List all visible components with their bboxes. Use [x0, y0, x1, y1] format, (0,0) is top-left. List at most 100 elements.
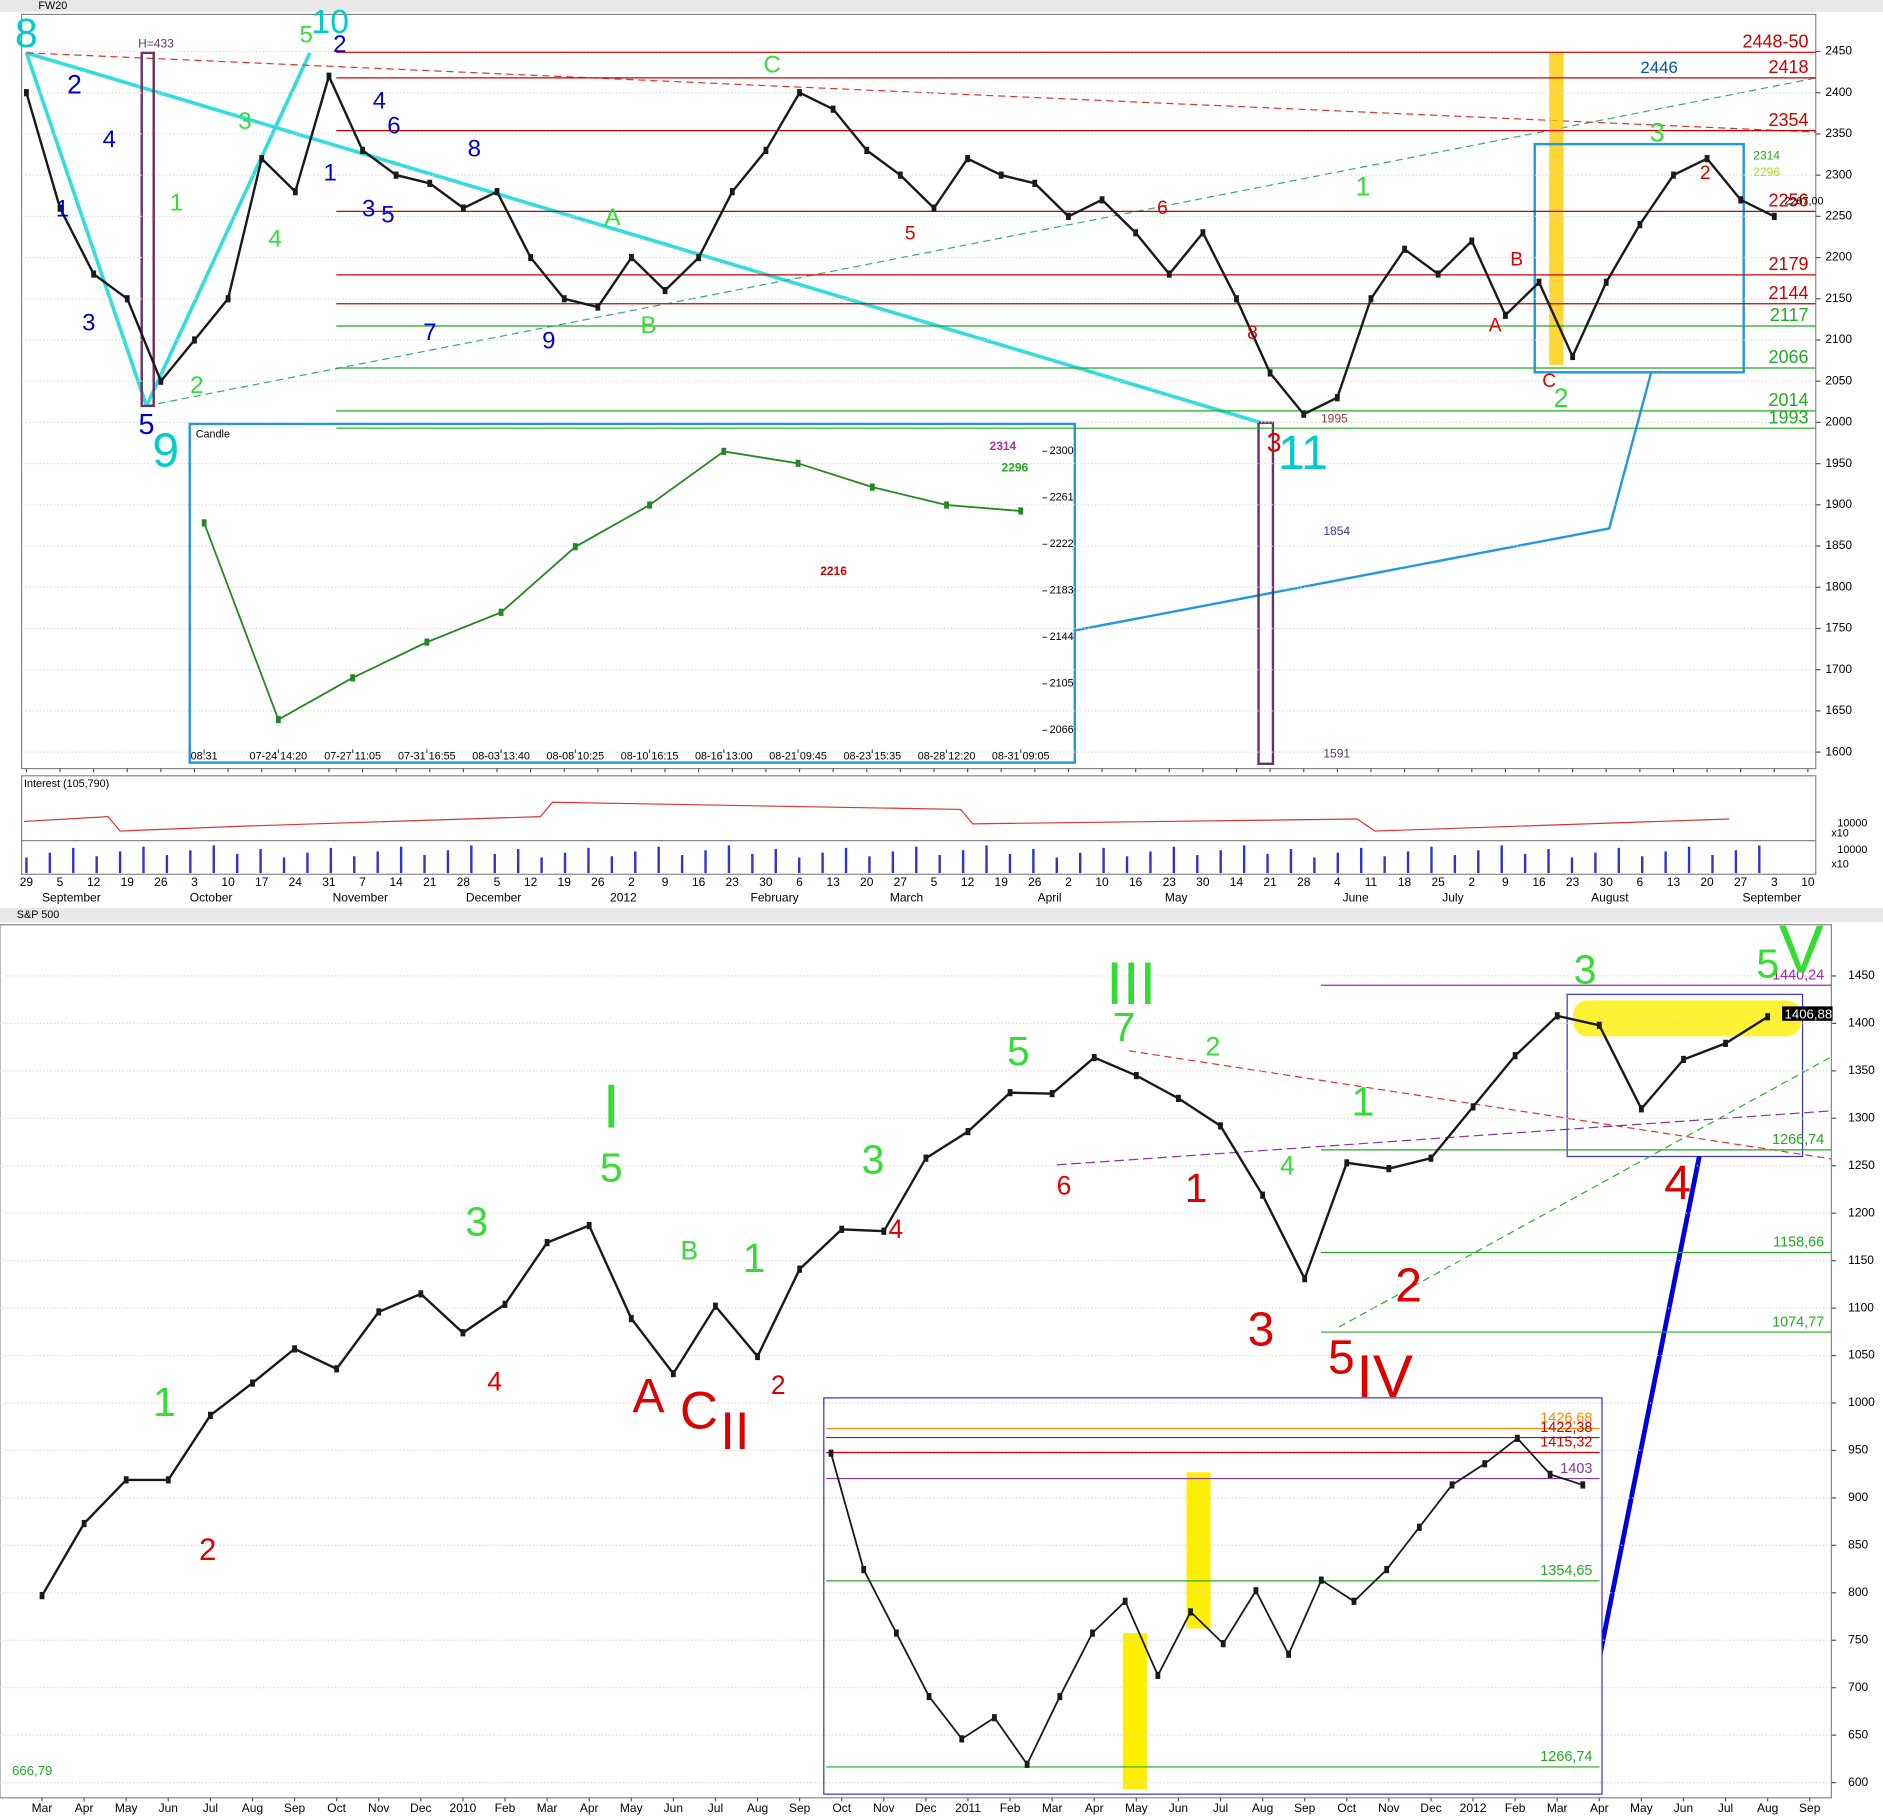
wave-label: 4: [268, 226, 281, 253]
x-tick-label: 5: [57, 875, 64, 889]
y-tick-label: 2000: [1825, 415, 1852, 429]
x-tick-label: 08-08 10:25: [547, 750, 605, 762]
wave-label: 1: [743, 1235, 766, 1281]
price-candle: [1470, 1103, 1476, 1111]
level-label: 2354: [1768, 110, 1808, 130]
annotation: 2296: [1002, 461, 1029, 475]
wave-label: 9: [152, 425, 179, 478]
x-tick-label: May: [1630, 1801, 1653, 1815]
indicator-label: 10000: [1837, 844, 1867, 856]
x-tick-label: Oct: [832, 1801, 851, 1815]
price-candle: [628, 1314, 634, 1323]
price-candle: [721, 447, 727, 455]
price-candle: [1351, 1597, 1357, 1605]
price-candle: [1218, 1122, 1223, 1130]
x-tick-label: 08-16 13:00: [695, 750, 753, 762]
price-candle: [1260, 1191, 1265, 1199]
price-candle: [830, 105, 836, 113]
x-tick-label: Aug: [242, 1801, 263, 1815]
wave-label: 4: [889, 1214, 904, 1244]
wave-label: A: [604, 204, 620, 231]
price-candle: [225, 295, 231, 303]
highlight: [1186, 1472, 1211, 1629]
x-tick-label: 18: [1398, 875, 1412, 889]
price-candle: [1302, 1275, 1308, 1283]
annotation: 1995: [1321, 411, 1348, 425]
y-tick-label: 2250: [1825, 209, 1852, 223]
y-tick-label: 1850: [1825, 538, 1852, 552]
price-candle: [1515, 1434, 1520, 1442]
wave-label: 6: [1057, 1171, 1072, 1201]
price-candle: [393, 171, 399, 179]
wave-label: IV: [1356, 1343, 1413, 1410]
y-tick-label: 2222: [1050, 538, 1074, 550]
x-tick-label: 13: [826, 875, 840, 889]
x-tick-label: Mar: [1547, 1801, 1568, 1815]
price-candle: [1344, 1159, 1350, 1167]
annotation: 2296: [1753, 165, 1780, 179]
y-tick-label: 2450: [1825, 44, 1852, 58]
price-candle: [1032, 179, 1038, 187]
price-candle: [1368, 295, 1374, 303]
price-candle: [334, 1365, 340, 1373]
price-candle: [326, 72, 332, 80]
y-tick-label: 1600: [1825, 744, 1852, 758]
x-tick-label: 07-24 14:20: [250, 750, 308, 762]
x-tick-label: 2012: [1460, 1801, 1487, 1815]
x-tick-label: 12: [524, 875, 538, 889]
level-label: 1426,68: [1540, 1411, 1592, 1427]
indicator-label: 10000: [1837, 818, 1867, 830]
x-tick-label: May: [620, 1801, 643, 1815]
month-label: June: [1343, 890, 1369, 904]
wave-label: 3: [1248, 1304, 1275, 1357]
x-tick-label: 10: [1801, 875, 1815, 889]
wave-label: 1: [153, 1379, 176, 1425]
price-candle: [1723, 1039, 1728, 1047]
wave-label: V: [1779, 913, 1824, 988]
wave-label: 2: [333, 31, 346, 58]
indicator-frame: [21, 775, 1817, 875]
wave-label: 3: [238, 108, 251, 135]
price-candle: [1435, 270, 1441, 278]
level-label: 1422,38: [1540, 1420, 1592, 1436]
price-candle: [1091, 1053, 1097, 1062]
price-candle: [1704, 155, 1710, 163]
x-tick-label: May: [1125, 1801, 1148, 1815]
level-label: 2117: [1770, 305, 1809, 325]
wave-label: 4: [1664, 1157, 1691, 1210]
price-line: [203, 450, 1021, 721]
x-tick-label: 2010: [450, 1801, 477, 1815]
price-candle: [1122, 1597, 1128, 1605]
y-tick-label: 1350: [1848, 1063, 1875, 1077]
level-label: 1266,74: [1540, 1749, 1592, 1765]
trend-line: [1338, 1056, 1832, 1328]
x-tick-label: 07-27 11:05: [324, 750, 381, 762]
y-tick-label: 1450: [1848, 968, 1875, 982]
x-tick-label: 2: [1468, 875, 1475, 889]
x-tick-label: 5: [931, 875, 938, 889]
trend-line: [1128, 1050, 1832, 1160]
x-tick-label: 31: [322, 875, 336, 889]
x-tick-label: 26: [154, 875, 168, 889]
annotation: 2314: [1753, 148, 1780, 162]
price-candle: [1547, 1470, 1553, 1478]
price-candle: [1603, 278, 1609, 286]
x-tick-label: 4: [1334, 875, 1341, 889]
wave-label: A: [632, 1370, 664, 1423]
x-tick-label: Jun: [664, 1801, 683, 1815]
price-candle: [460, 1329, 466, 1337]
x-tick-label: 08-31 09:05: [992, 750, 1050, 762]
price-candle: [893, 1629, 899, 1637]
y-tick-label: 1800: [1825, 579, 1852, 593]
trend-line: [24, 52, 149, 407]
x-tick-label: 30: [1196, 875, 1210, 889]
y-tick-label: 2183: [1050, 585, 1074, 597]
price-candle: [629, 253, 634, 262]
price-candle: [864, 146, 870, 155]
trend-line: [146, 77, 1816, 407]
price-candle: [81, 1519, 87, 1528]
x-tick-label: May: [115, 1801, 138, 1815]
x-tick-label: 12: [87, 875, 101, 889]
y-tick-label: 600: [1848, 1775, 1868, 1789]
price-candle: [861, 1565, 867, 1574]
